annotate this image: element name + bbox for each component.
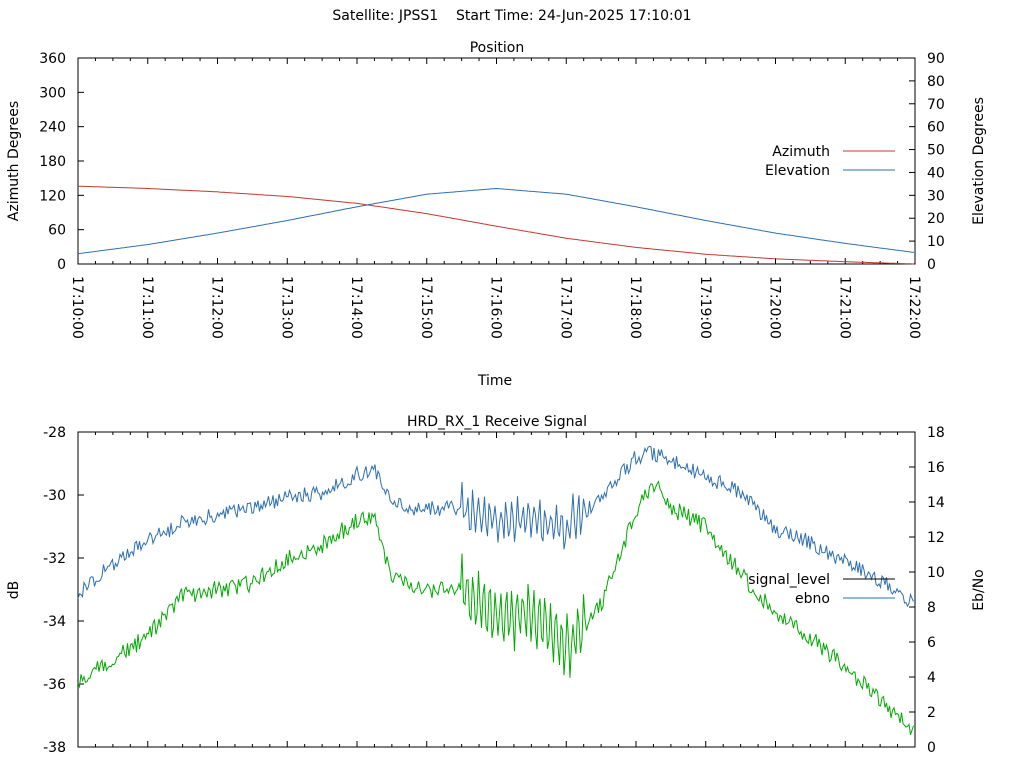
signal-y2-tick-label: 10: [927, 565, 945, 581]
signal-y2-tick-label: 12: [927, 530, 945, 546]
position-x-tick-label: 17:17:00: [557, 276, 573, 339]
position-y2-tick-label: 90: [927, 51, 945, 67]
azimuth-line: [78, 185, 915, 265]
position-y2-tick-label: 50: [927, 143, 945, 159]
position-y-tick-label: 300: [39, 85, 66, 101]
signal-y-tick-label: -38: [43, 740, 66, 756]
position-x-tick-label: 17:20:00: [767, 276, 783, 339]
elevation-line: [77, 187, 915, 255]
position-x-tick-label: 17:11:00: [139, 276, 155, 339]
position-y-tick-label: 120: [39, 188, 66, 204]
position-x-tick-label: 17:19:00: [697, 276, 713, 339]
position-ylabel: Azimuth Degrees: [6, 101, 22, 221]
position-y-tick-label: 240: [39, 120, 66, 136]
position-xlabel: Time: [477, 373, 512, 389]
signal-legend-label: signal_level: [748, 572, 830, 588]
signal-y2-tick-label: 16: [927, 460, 945, 476]
position-y2label: Elevation Degrees: [971, 97, 987, 225]
position-x-tick-label: 17:10:00: [69, 276, 85, 339]
position-x-tick-label: 17:16:00: [488, 276, 504, 339]
position-y-tick-label: 180: [39, 154, 66, 170]
signal-y2-tick-label: 4: [927, 670, 936, 686]
position-chart-title: Position: [470, 40, 525, 56]
signal-y-tick-label: -32: [43, 551, 66, 567]
position-y2-tick-label: 60: [927, 120, 945, 136]
signal-y-tick-label: -34: [43, 614, 66, 630]
position-legend-label: Azimuth: [772, 144, 830, 160]
signal-ylabel: dB: [6, 581, 22, 600]
signal-y2-tick-label: 14: [927, 495, 945, 511]
position-x-tick-label: 17:15:00: [418, 276, 434, 339]
position-x-tick-label: 17:14:00: [348, 276, 364, 339]
position-y-tick-label: 360: [39, 51, 66, 67]
signal-y2-tick-label: 0: [927, 740, 936, 756]
position-x-tick-label: 17:22:00: [906, 276, 922, 339]
position-x-tick-label: 17:13:00: [278, 276, 294, 339]
signal-y-tick-label: -28: [43, 425, 66, 441]
signal-level-line: [77, 480, 914, 736]
signal-y2-tick-label: 18: [927, 425, 945, 441]
signal-y-tick-label: -30: [43, 488, 66, 504]
position-y2-tick-label: 80: [927, 74, 945, 90]
signal-y-tick-label: -36: [43, 677, 66, 693]
signal-y2-tick-label: 8: [927, 600, 936, 616]
position-y2-tick-label: 40: [927, 165, 945, 181]
position-legend-label: Elevation: [765, 163, 830, 179]
position-plot-border: [77, 57, 916, 265]
position-y-tick-label: 60: [48, 223, 66, 239]
signal-chart-title: HRD_RX_1 Receive Signal: [407, 414, 587, 430]
position-y2-tick-label: 30: [927, 188, 945, 204]
figure-title: Satellite: JPSS1 Start Time: 24-Jun-2025…: [332, 8, 692, 24]
signal-y2label: Eb/No: [971, 569, 987, 611]
position-y2-tick-label: 20: [927, 211, 945, 227]
position-x-tick-label: 17:12:00: [209, 276, 225, 339]
ebno-line: [77, 445, 914, 608]
position-x-tick-label: 17:18:00: [627, 276, 643, 339]
signal-y2-tick-label: 6: [927, 635, 936, 651]
signal-legend-label: ebno: [795, 591, 830, 607]
position-y2-tick-label: 0: [927, 257, 936, 273]
position-x-tick-label: 17:21:00: [836, 276, 852, 339]
position-y2-tick-label: 70: [927, 97, 945, 113]
position-y2-tick-label: 10: [927, 234, 945, 250]
position-y-tick-label: 0: [57, 257, 66, 273]
signal-y2-tick-label: 2: [927, 705, 936, 721]
